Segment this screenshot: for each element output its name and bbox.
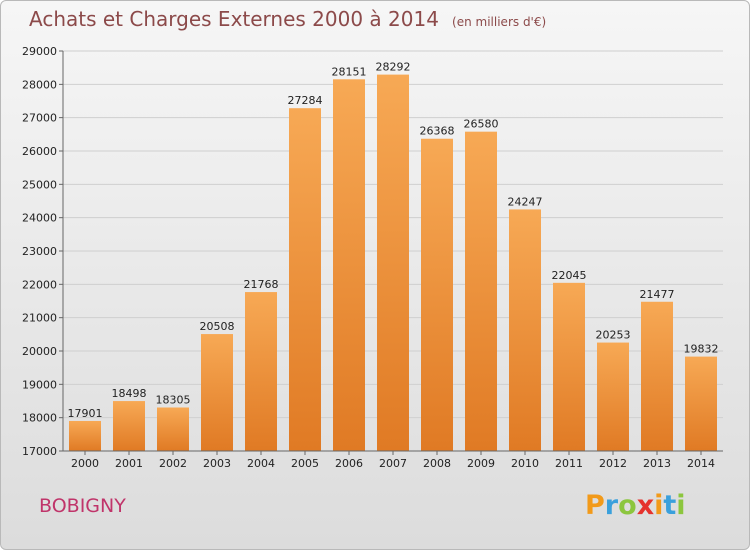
x-tick-label: 2012 [599, 457, 627, 470]
logo-letter: x [636, 490, 655, 521]
y-tick-label: 17000 [22, 445, 57, 458]
value-label: 20253 [596, 329, 631, 342]
x-tick-label: 2007 [379, 457, 407, 470]
bar [201, 334, 233, 451]
x-tick-label: 2014 [687, 457, 715, 470]
logo-letter: o [618, 490, 637, 521]
x-tick-label: 2008 [423, 457, 451, 470]
x-tick-label: 2005 [291, 457, 319, 470]
value-label: 28151 [332, 65, 367, 78]
y-tick-label: 24000 [22, 212, 57, 225]
y-tick-label: 26000 [22, 145, 57, 158]
proxiti-logo: Proxiti [585, 490, 686, 521]
bar [641, 301, 673, 451]
y-tick-label: 22000 [22, 278, 57, 291]
bar [333, 79, 365, 452]
y-tick-label: 20000 [22, 345, 57, 358]
value-label: 18498 [112, 387, 147, 400]
bar [113, 401, 145, 451]
logo-letter: r [604, 490, 619, 521]
y-tick-label: 21000 [22, 312, 57, 325]
x-tick-label: 2001 [115, 457, 143, 470]
x-tick-label: 2006 [335, 457, 363, 470]
value-label: 21477 [640, 288, 675, 301]
value-label: 24247 [508, 195, 543, 208]
bar [465, 131, 497, 451]
title-text: Achats et Charges Externes 2000 à 2014 [29, 7, 439, 31]
value-label: 27284 [288, 94, 323, 107]
x-tick-label: 2009 [467, 457, 495, 470]
bar [421, 138, 453, 451]
bar [685, 356, 717, 451]
y-tick-label: 19000 [22, 378, 57, 391]
city-name: BOBIGNY [39, 495, 126, 517]
x-tick-label: 2011 [555, 457, 583, 470]
y-tick-label: 25000 [22, 178, 57, 191]
logo-letter: P [585, 490, 605, 521]
value-label: 20508 [200, 320, 235, 333]
bar [289, 108, 321, 451]
value-label: 17901 [68, 407, 103, 420]
y-tick-label: 23000 [22, 245, 57, 258]
bar [245, 292, 277, 451]
bar [377, 74, 409, 451]
x-tick-label: 2002 [159, 457, 187, 470]
unit-text: (en milliers d'€) [452, 15, 547, 29]
y-tick-label: 29000 [22, 45, 57, 58]
x-tick-label: 2004 [247, 457, 275, 470]
y-tick-label: 28000 [22, 78, 57, 91]
value-label: 22045 [552, 269, 587, 282]
value-label: 21768 [244, 278, 279, 291]
chart-title: Achats et Charges Externes 2000 à 2014 (… [29, 7, 546, 31]
value-label: 26368 [420, 125, 455, 138]
bar [157, 407, 189, 451]
bar [553, 282, 585, 451]
x-tick-label: 2003 [203, 457, 231, 470]
logo-letter: i [654, 490, 664, 521]
bar [509, 209, 541, 451]
bar [597, 342, 629, 451]
x-tick-label: 2013 [643, 457, 671, 470]
x-tick-label: 2000 [71, 457, 99, 470]
logo-letter: i [676, 490, 686, 521]
value-label: 28292 [376, 61, 411, 74]
y-tick-label: 18000 [22, 412, 57, 425]
value-label: 18305 [156, 394, 191, 407]
y-tick-label: 27000 [22, 112, 57, 125]
value-label: 26580 [464, 118, 499, 131]
x-tick-label: 2010 [511, 457, 539, 470]
value-label: 19832 [684, 343, 719, 356]
logo-letter: t [663, 490, 677, 521]
bar [69, 420, 101, 451]
